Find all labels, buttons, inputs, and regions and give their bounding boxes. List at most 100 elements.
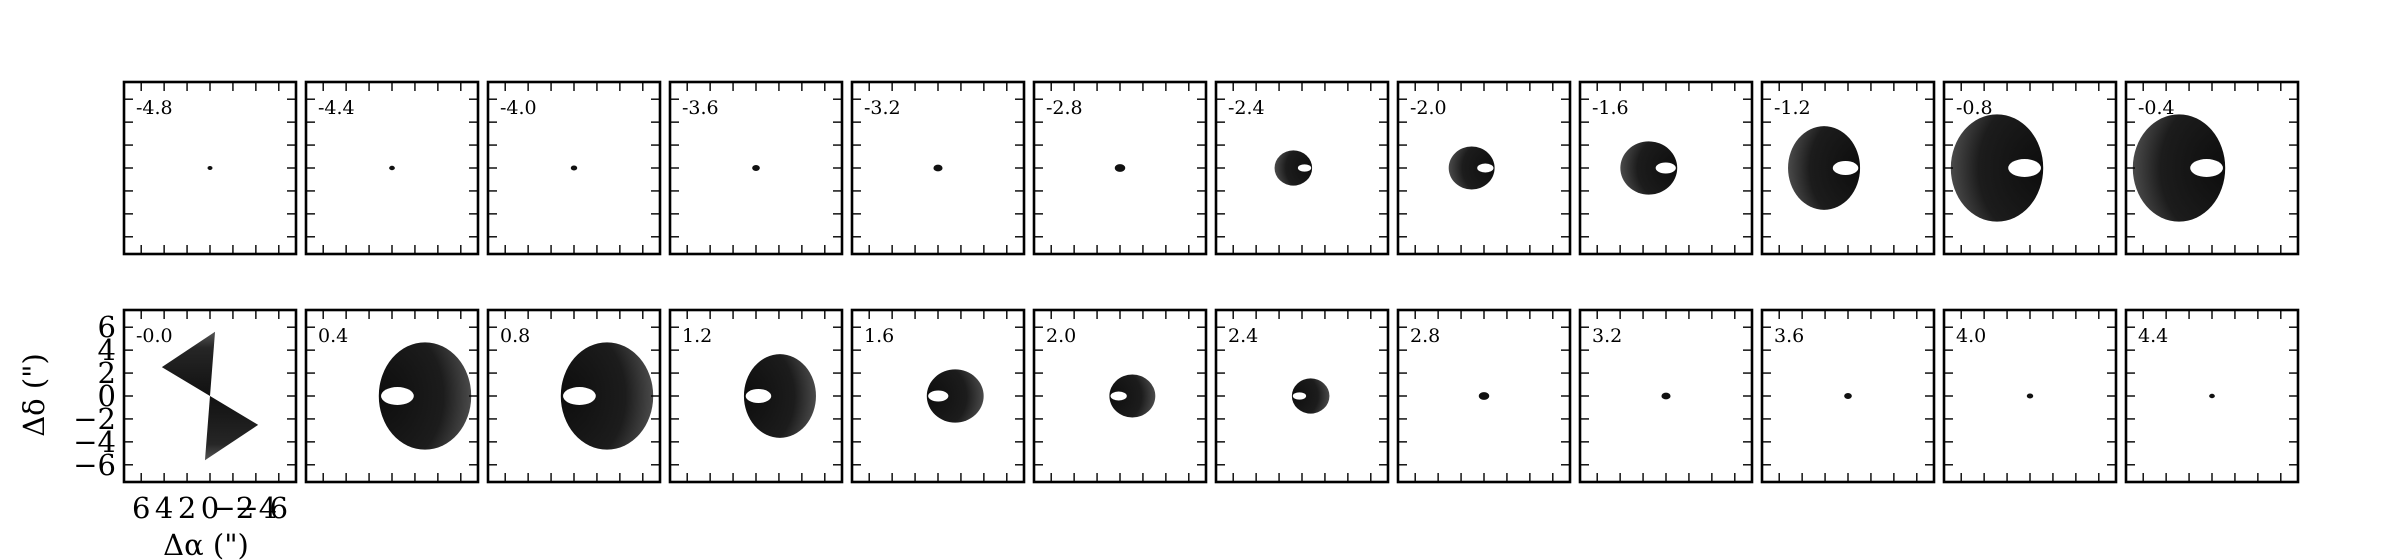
axis-annotations: Δδ (") Δα (") bbox=[17, 353, 249, 560]
emission-map bbox=[926, 369, 984, 423]
emission-map bbox=[933, 164, 943, 172]
emission-hole bbox=[1292, 392, 1307, 400]
channel-panel: -4.4 bbox=[304, 80, 480, 256]
channel-panel: 0.8 bbox=[486, 308, 662, 484]
channel-velocity-label: 3.2 bbox=[1592, 325, 1622, 347]
channel-velocity-label: -0.0 bbox=[136, 325, 173, 347]
x-axis-label: Δα (") bbox=[163, 528, 249, 560]
channel-panel: -4.8 bbox=[122, 80, 298, 256]
y-tick-label: 6 bbox=[98, 310, 116, 344]
channel-velocity-label: -3.2 bbox=[864, 97, 901, 119]
emission-map bbox=[161, 331, 259, 461]
emission-fan bbox=[1620, 141, 1678, 195]
x-tick-label: 4 bbox=[155, 491, 173, 525]
emission-hole bbox=[745, 389, 772, 403]
channel-panel: 4.0 bbox=[1942, 308, 2118, 484]
emission-map bbox=[1448, 146, 1495, 190]
emission-map bbox=[1844, 393, 1852, 399]
emission-blob bbox=[389, 165, 395, 171]
channel-velocity-label: 0.4 bbox=[318, 325, 348, 347]
channel-velocity-label: 4.4 bbox=[2138, 325, 2168, 347]
emission-fan bbox=[1448, 146, 1495, 190]
emission-map bbox=[743, 354, 816, 438]
channel-velocity-label: -2.0 bbox=[1410, 97, 1447, 119]
emission-map bbox=[1109, 374, 1156, 418]
emission-hole bbox=[2008, 159, 2041, 177]
channel-velocity-label: 1.2 bbox=[682, 325, 712, 347]
emission-hole bbox=[1110, 391, 1127, 401]
emission-hole bbox=[1477, 163, 1494, 173]
emission-hole bbox=[1297, 164, 1312, 172]
y-tick-label: −4 bbox=[73, 425, 116, 459]
emission-map bbox=[378, 342, 472, 450]
emission-fan bbox=[926, 369, 984, 423]
y-tick-label: 0 bbox=[98, 379, 116, 413]
emission-map bbox=[2209, 393, 2215, 399]
y-tick-label: −6 bbox=[73, 448, 116, 482]
emission-hole bbox=[928, 390, 949, 402]
channel-panel: -0.0 bbox=[122, 308, 298, 484]
channel-panel: -0.4 bbox=[2124, 80, 2300, 256]
channel-velocity-label: 2.0 bbox=[1046, 325, 1076, 347]
emission-hole bbox=[2190, 159, 2223, 177]
channel-velocity-label: -3.6 bbox=[682, 97, 719, 119]
channel-velocity-label: 1.6 bbox=[864, 325, 894, 347]
x-tick-label: 6 bbox=[270, 491, 288, 525]
emission-blob bbox=[207, 166, 213, 170]
x-tick-label: 6 bbox=[132, 491, 150, 525]
channel-velocity-label: -4.8 bbox=[136, 97, 173, 119]
channel-velocity-label: 2.4 bbox=[1228, 325, 1258, 347]
emission-hole bbox=[381, 387, 414, 405]
emission-fan bbox=[560, 342, 654, 450]
emission-map bbox=[1478, 392, 1490, 400]
emission-lobe-north bbox=[161, 331, 216, 396]
emission-blob bbox=[2209, 393, 2215, 399]
emission-map bbox=[2132, 114, 2226, 222]
emission-map bbox=[1661, 392, 1671, 400]
emission-map bbox=[752, 165, 760, 171]
emission-fan bbox=[743, 354, 816, 438]
emission-blob bbox=[933, 164, 943, 172]
channel-panel: 1.6 bbox=[850, 308, 1026, 484]
emission-map bbox=[389, 165, 395, 171]
x-tick-labels: 6 4 2 0−2−46 bbox=[132, 491, 288, 525]
channel-panel: -1.6 bbox=[1578, 80, 1754, 256]
channel-panel: -3.2 bbox=[850, 80, 1026, 256]
channel-panel: -3.6 bbox=[668, 80, 844, 256]
channel-velocity-label: -0.4 bbox=[2138, 97, 2175, 119]
x-tick-label: 2 bbox=[178, 491, 196, 525]
emission-map bbox=[2026, 393, 2034, 399]
emission-map bbox=[1950, 114, 2044, 222]
channel-panel: 3.2 bbox=[1578, 308, 1754, 484]
emission-hole bbox=[563, 387, 596, 405]
emission-map bbox=[570, 165, 578, 171]
channel-panels: -4.8 -4.4 -4.0 -3.6 -3.2 -2.8 -2.4 -2.0 -1.6 -1.2… bbox=[122, 80, 2300, 484]
channel-velocity-label: -4.4 bbox=[318, 97, 355, 119]
emission-map bbox=[207, 166, 213, 170]
emission-fan bbox=[1109, 374, 1156, 418]
channel-panel: -2.8 bbox=[1032, 80, 1208, 256]
channel-panel: 2.8 bbox=[1396, 308, 1572, 484]
channel-panel: 3.6 bbox=[1760, 308, 1936, 484]
emission-blob bbox=[570, 165, 578, 171]
channel-panel: -1.2 bbox=[1760, 80, 1936, 256]
channel-panel: 2.0 bbox=[1032, 308, 1208, 484]
emission-fan bbox=[1291, 378, 1330, 414]
channel-panel: 0.4 bbox=[304, 308, 480, 484]
channel-velocity-label: 4.0 bbox=[1956, 325, 1986, 347]
y-tick-label: 2 bbox=[98, 356, 116, 390]
emission-map bbox=[1114, 164, 1126, 172]
channel-velocity-label: -2.4 bbox=[1228, 97, 1265, 119]
channel-panel: -2.0 bbox=[1396, 80, 1572, 256]
emission-map bbox=[1291, 378, 1330, 414]
x-tick-label: 0 bbox=[201, 491, 219, 525]
y-tick-label: 4 bbox=[98, 333, 116, 367]
emission-map bbox=[1788, 126, 1861, 210]
emission-map bbox=[1620, 141, 1678, 195]
channel-panel: 1.2 bbox=[668, 308, 844, 484]
channel-velocity-label: 3.6 bbox=[1774, 325, 1804, 347]
emission-map bbox=[1274, 150, 1313, 186]
emission-blob bbox=[1114, 164, 1126, 172]
